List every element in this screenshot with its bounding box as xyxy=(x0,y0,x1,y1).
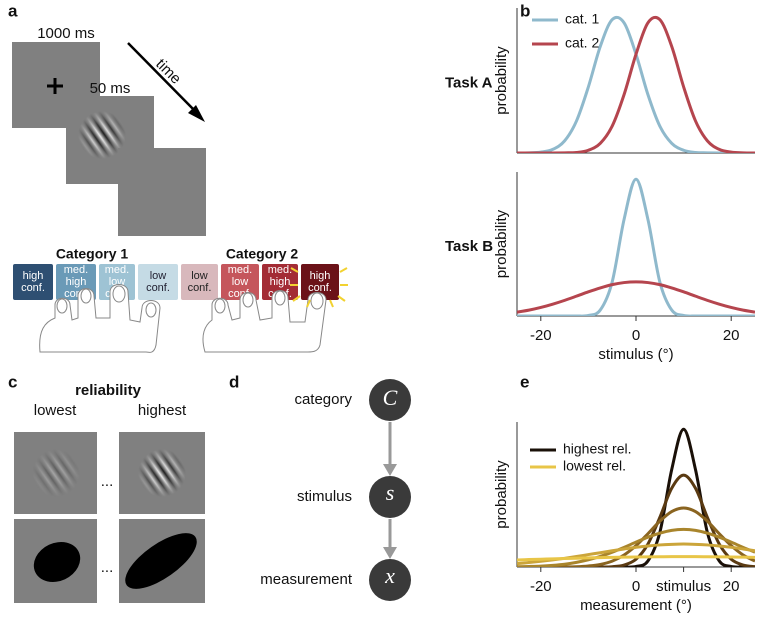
node: s stimulus xyxy=(297,476,411,518)
legend-label: cat. 1 xyxy=(565,11,599,27)
group-title: Category 1 xyxy=(56,246,129,262)
hands xyxy=(39,284,327,353)
ellipsis: ... xyxy=(101,473,114,490)
x-tick-label: 20 xyxy=(723,327,740,344)
gabor xyxy=(32,449,80,497)
x-tick-label: -20 xyxy=(530,578,552,595)
panel-label: a xyxy=(8,1,18,20)
curve xyxy=(517,427,755,567)
gabor xyxy=(138,449,186,497)
panel-label: c xyxy=(8,372,17,391)
node-label: measurement xyxy=(260,571,353,588)
x-tick-label: 0 xyxy=(632,327,640,344)
panel-label: d xyxy=(229,372,239,391)
response-buttons: highconf.med.highconf.med.lowconf.lowcon… xyxy=(13,264,339,300)
curve xyxy=(517,473,755,567)
button-label: high xyxy=(23,270,44,282)
legend-label: lowest rel. xyxy=(563,458,626,474)
legend-label: highest rel. xyxy=(563,441,631,457)
x-tick-label: 0 xyxy=(632,578,640,595)
x-axis-label: stimulus (°) xyxy=(598,346,673,363)
button-label: conf. xyxy=(146,282,170,294)
duration: 50 ms xyxy=(90,80,131,97)
button-label: med. xyxy=(228,264,252,276)
button-label: med. xyxy=(268,264,292,276)
button-label: low xyxy=(191,270,208,282)
button-label: conf. xyxy=(308,282,332,294)
x-axis-label: measurement (°) xyxy=(580,597,692,614)
column-label: highest xyxy=(138,402,187,419)
ellipse-stimulus xyxy=(33,542,81,582)
button-label: high xyxy=(66,276,87,288)
duration: 1000 ms xyxy=(37,25,95,42)
curve xyxy=(517,555,755,562)
time-arrow xyxy=(127,42,199,115)
curve xyxy=(517,280,755,314)
curve xyxy=(517,527,755,567)
button-label: low xyxy=(150,270,167,282)
button xyxy=(221,264,259,300)
button-label: low xyxy=(232,276,249,288)
y-axis-label: probability xyxy=(493,209,510,278)
fixation-cross xyxy=(47,78,63,94)
node-label: stimulus xyxy=(297,488,352,505)
legend-label: cat. 2 xyxy=(565,35,599,51)
button-label: med. xyxy=(105,264,129,276)
ellipsis: ... xyxy=(101,559,114,576)
row-label: Task B xyxy=(445,238,493,255)
column-label: lowest xyxy=(34,402,77,419)
button-label: med. xyxy=(64,264,88,276)
y-axis-label: probability xyxy=(493,460,510,529)
node-symbol: C xyxy=(383,385,398,410)
curve xyxy=(517,177,755,316)
curve xyxy=(517,15,755,153)
panel-title: reliability xyxy=(75,382,142,399)
button xyxy=(181,264,218,300)
curve xyxy=(517,15,755,153)
arrows xyxy=(383,422,397,559)
panel-label: e xyxy=(520,372,529,391)
gabor xyxy=(78,111,126,159)
node-symbol: x xyxy=(384,563,395,588)
button-label: high xyxy=(310,270,331,282)
node: x measurement xyxy=(260,559,411,601)
button-label: high xyxy=(270,276,291,288)
button xyxy=(138,264,178,300)
node: C category xyxy=(294,379,411,421)
curve xyxy=(517,506,755,567)
x-tick-label: 20 xyxy=(723,578,740,595)
blank-screen xyxy=(118,148,206,236)
time-label: time xyxy=(152,56,184,88)
button-label: conf. xyxy=(21,282,45,294)
y-axis-label: probability xyxy=(493,46,510,115)
x-tick-label: -20 xyxy=(530,327,552,344)
button xyxy=(262,264,298,300)
press-sparkle xyxy=(290,267,348,308)
row-label: Task A xyxy=(445,74,493,91)
button xyxy=(301,264,339,300)
node-symbol: s xyxy=(386,480,395,505)
ellipse-stimulus xyxy=(125,533,197,589)
arrow-head xyxy=(188,105,205,122)
button xyxy=(13,264,53,300)
group-title: Category 2 xyxy=(226,246,299,262)
panel-label: b xyxy=(520,1,530,20)
button-label: conf. xyxy=(188,282,212,294)
annotation: stimulus xyxy=(656,578,711,595)
node-label: category xyxy=(294,391,352,408)
